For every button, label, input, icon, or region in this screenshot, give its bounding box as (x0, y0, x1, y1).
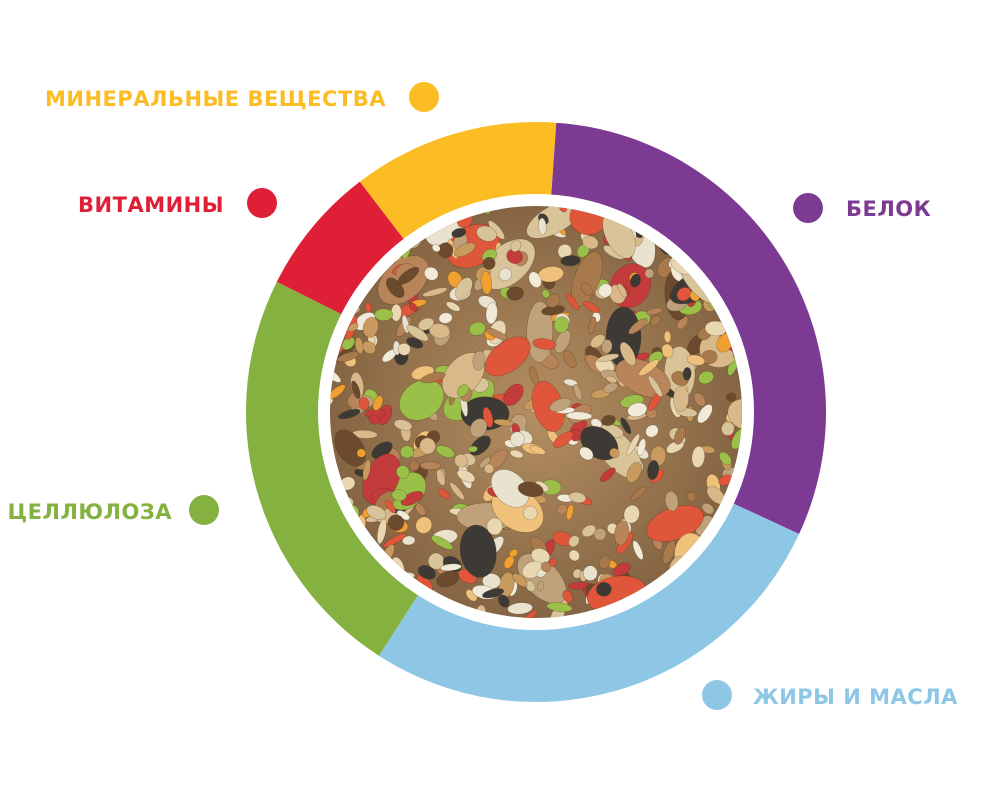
legend-dot-3 (247, 188, 277, 218)
donut-slice-0 (550, 122, 826, 535)
legend-label-3: ВИТАМИНЫ (78, 193, 224, 217)
legend-label-1: ЖИРЫ И МАСЛА (753, 685, 958, 709)
legend-dot-4 (409, 82, 439, 112)
legend-label-4: МИНЕРАЛЬНЫЕ ВЕЩЕСТВА (45, 87, 386, 111)
donut-slice-3 (276, 181, 408, 317)
donut-slice-1 (378, 501, 800, 702)
legend-dot-2 (189, 495, 219, 525)
legend-dot-0 (793, 193, 823, 223)
legend-label-2: ЦЕЛЛЮЛОЗА (8, 500, 173, 524)
donut-slice-4 (359, 122, 557, 244)
legend-dot-1 (702, 680, 732, 710)
legend-label-0: БЕЛОК (846, 197, 931, 221)
donut-slice-2 (246, 281, 422, 656)
